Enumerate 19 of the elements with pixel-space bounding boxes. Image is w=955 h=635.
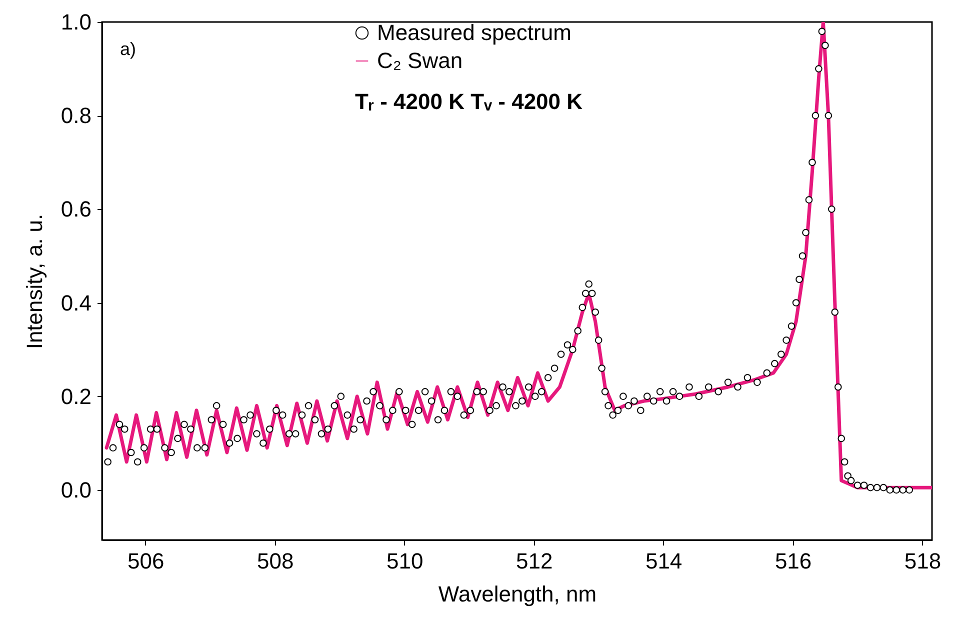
- y-axis-title: Intensity, a. u.: [22, 214, 47, 350]
- x-tick-label: 516: [774, 548, 812, 574]
- annotation: Tᵣ - 4200 K Tᵥ - 4200 K: [355, 89, 583, 114]
- x-tick-label: 512: [516, 548, 553, 574]
- legend-label: C₂ Swan: [377, 48, 463, 73]
- y-tick-label: 0.8: [60, 103, 92, 128]
- annotation: a): [120, 39, 136, 59]
- y-tick-label: 1.0: [60, 10, 92, 34]
- y-tick-label: 0.4: [60, 290, 92, 316]
- x-tick-label: 510: [386, 548, 424, 574]
- x-axis-title: Wavelength, nm: [438, 582, 597, 606]
- x-tick-label: 514: [645, 548, 682, 574]
- y-tick-label: 0.0: [60, 477, 92, 502]
- y-tick-label: 0.6: [60, 196, 92, 222]
- y-tick-label: 0.2: [60, 384, 92, 409]
- legend-label: Measured spectrum: [377, 20, 572, 45]
- x-tick-label: 518: [904, 548, 942, 574]
- x-tick-label: 506: [128, 548, 164, 574]
- x-tick-label: 508: [257, 548, 294, 574]
